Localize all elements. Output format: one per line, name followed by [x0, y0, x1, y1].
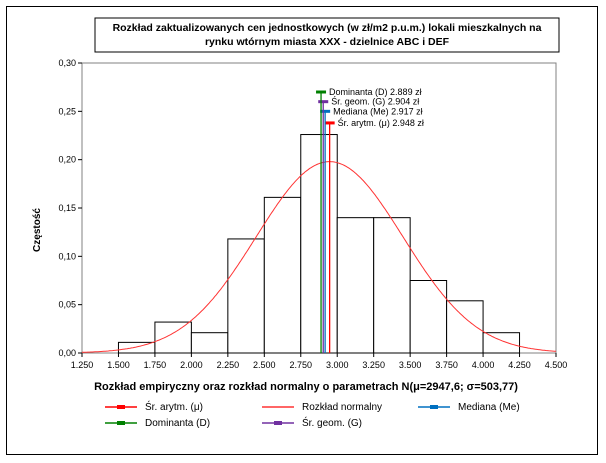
histogram-bars [117, 134, 521, 354]
histogram-bar [227, 238, 265, 354]
x-tick-label: 4.500 [545, 360, 568, 370]
legend-marker [117, 405, 125, 409]
legend: Śr. arytm. (μ) Rozkład normalny Mediana (M… [105, 400, 520, 429]
stat-label-median: Mediana (Me) 2.917 zł [333, 106, 423, 116]
histogram-bar [482, 332, 521, 354]
histogram-bar [373, 217, 411, 354]
chart-border [6, 6, 598, 455]
stat-label-mode: Dominanta (D) 2.889 zł [329, 87, 422, 97]
x-tick-label: 1.750 [144, 360, 167, 370]
x-axis-label: Rozkład empiryczny oraz rozkład normalny… [94, 381, 518, 393]
x-tick-label: 2.750 [290, 360, 313, 370]
histogram-bar [409, 280, 448, 354]
stat-label-geo: Śr. geom. (G) 2.904 zł [331, 96, 419, 107]
x-tick-label: 2.500 [253, 360, 276, 370]
legend-label: Rozkład normalny [302, 402, 382, 413]
x-tick-label: 3.500 [399, 360, 422, 370]
histogram-bar [300, 134, 338, 354]
legend-label: Dominanta (D) [145, 418, 210, 429]
legend-marker [430, 405, 438, 409]
legend-label: Śr. arytm. (μ) [145, 400, 203, 413]
y-tick-label: 0,00 [58, 348, 76, 358]
x-tick-label: 2.000 [180, 360, 203, 370]
chart-title-line-1: Rozkład zaktualizowanych cen jednostkowy… [113, 22, 542, 34]
histogram-bar [263, 196, 302, 354]
x-tick-label: 4.000 [472, 360, 495, 370]
histogram-bar [154, 321, 192, 354]
legend-marker [274, 421, 282, 425]
x-tick-label: 3.250 [362, 360, 385, 370]
histogram-bar [336, 217, 375, 354]
x-tick-label: 1.250 [71, 360, 94, 370]
x-tick-label: 2.250 [217, 360, 240, 370]
x-axis: 1.250 1.500 1.750 2.000 2.250 2.500 2.750 3.000… [71, 353, 568, 370]
legend-label: Śr. geom. (G) [302, 416, 362, 429]
y-axis: 0,00 0,05 0,10 0,15 0,20 0,25 0,30 [58, 58, 82, 358]
legend-marker [117, 421, 125, 425]
y-tick-label: 0,05 [58, 300, 76, 310]
y-tick-label: 0,10 [58, 251, 76, 261]
y-tick-label: 0,25 [58, 106, 76, 116]
histogram-bar [190, 332, 229, 354]
title-box [94, 17, 560, 53]
stat-label-mean: Śr. arytm. (μ) 2.948 zł [338, 117, 424, 128]
x-tick-label: 3.750 [435, 360, 458, 370]
y-tick-label: 0,30 [58, 58, 76, 68]
y-tick-label: 0,15 [58, 203, 76, 213]
chart-title-line-2: rynku wtórnym miasta XXX - dzielnice ABC… [205, 36, 450, 48]
x-tick-label: 4.250 [508, 360, 531, 370]
y-axis-label: Częstość [32, 208, 43, 252]
normal-curve [82, 161, 557, 353]
x-tick-label: 1.500 [107, 360, 130, 370]
y-tick-label: 0,20 [58, 155, 76, 165]
x-tick-label: 3.000 [326, 360, 349, 370]
histogram-bar [446, 300, 484, 354]
legend-label: Mediana (Me) [458, 402, 520, 413]
